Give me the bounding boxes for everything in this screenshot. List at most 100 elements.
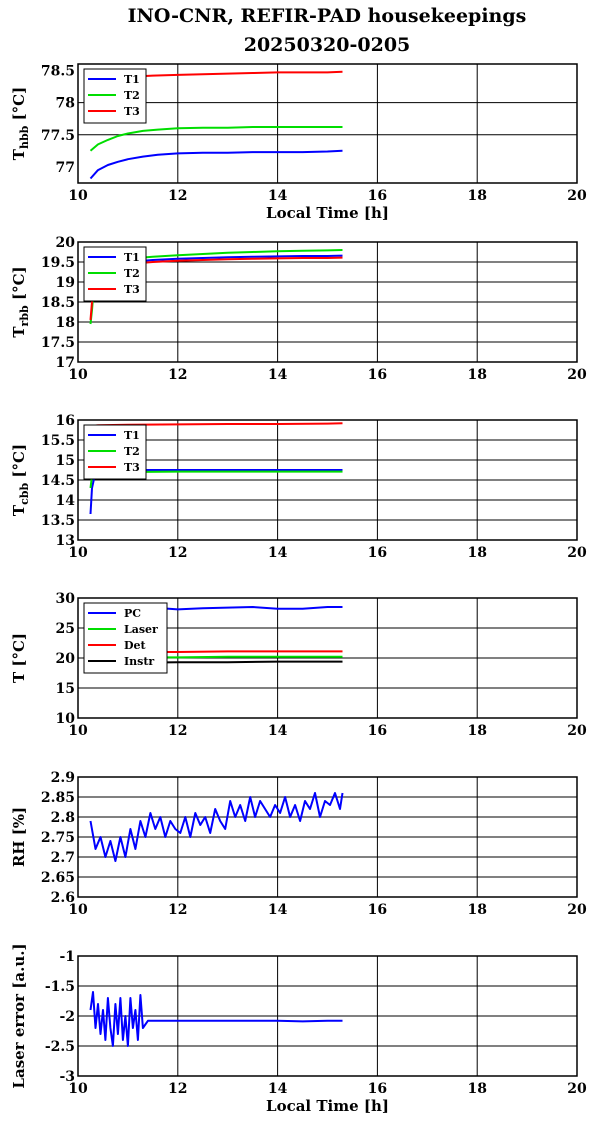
series-line-data <box>89 792 344 862</box>
y-tick-label: 15.5 <box>41 433 75 449</box>
legend-label: T3 <box>124 105 140 118</box>
y-axis-label: Thbb [°C] <box>10 87 31 160</box>
legend: T1 T2 T3 <box>83 424 147 480</box>
y-tick-label: -1.5 <box>45 979 75 995</box>
x-tick-label: 18 <box>467 723 486 739</box>
y-axis-label: T [°C] <box>10 633 28 683</box>
x-tick-label: 10 <box>68 545 88 561</box>
y-tick-label: 15 <box>56 681 75 697</box>
y-tick-label: 20 <box>56 651 76 667</box>
chart-panel-4: 10 12 14 16 18 20 10 15 20 25 30 T [°C] PC Laser Det In… <box>10 591 587 739</box>
x-tick-label: 10 <box>68 367 88 383</box>
chart-panel-5: 10 12 14 16 18 20 2.6 2.65 2.7 2.75 2.8 2.85 2.9 RH [… <box>10 770 587 918</box>
x-tick-label: 18 <box>467 902 486 918</box>
plot-frame <box>77 241 578 363</box>
chart-panel-3: 10 12 14 16 18 20 13 13.5 14 14.5 15 15.5 16 Tcbb [°C… <box>10 413 587 561</box>
x-tick-label: 20 <box>567 188 587 204</box>
y-tick-label: 2.9 <box>51 770 75 786</box>
x-tick-label: 10 <box>68 1081 88 1097</box>
y-tick-label: 16 <box>56 413 75 429</box>
x-tick-label: 18 <box>467 188 486 204</box>
legend-label: T2 <box>124 89 140 102</box>
y-tick-label: 13 <box>56 533 75 549</box>
legend-label: Laser <box>124 623 158 636</box>
legend: T1 T2 T3 <box>83 68 147 124</box>
x-tick-label: 20 <box>567 545 587 561</box>
x-tick-label: 16 <box>368 545 387 561</box>
y-tick-label: -1 <box>59 949 75 965</box>
y-tick-label: 78.5 <box>41 63 75 79</box>
x-tick-label: 12 <box>168 902 187 918</box>
plot-frame <box>77 776 578 898</box>
legend-label: T3 <box>124 283 140 296</box>
legend-label: T3 <box>124 461 140 474</box>
y-tick-label: 20 <box>56 235 76 251</box>
y-tick-label: 13.5 <box>41 513 75 529</box>
figure-title-line2: 20250320-0205 <box>244 34 411 56</box>
chart-panel-1: 10 12 14 16 18 20 77 77.5 78 78.5 Thbb [°C] Local T… <box>10 63 587 222</box>
plot-frame <box>77 955 578 1077</box>
x-tick-label: 12 <box>168 367 187 383</box>
x-tick-label: 12 <box>168 188 187 204</box>
x-axis-label: Local Time [h] <box>266 204 389 222</box>
series-line-t2 <box>89 126 343 152</box>
y-tick-label: 2.8 <box>51 810 75 826</box>
legend-label: PC <box>124 607 141 620</box>
x-tick-label: 20 <box>567 1081 587 1097</box>
y-tick-label: 18.5 <box>41 295 75 311</box>
y-tick-label: 19 <box>56 275 75 291</box>
x-tick-label: 16 <box>368 1081 387 1097</box>
x-tick-label: 14 <box>268 367 288 383</box>
x-tick-label: 18 <box>467 545 486 561</box>
x-tick-label: 12 <box>168 723 187 739</box>
y-axis-label: Tcbb [°C] <box>10 444 31 516</box>
plot-frame <box>77 597 578 719</box>
series-line-t1 <box>89 149 343 180</box>
x-tick-label: 20 <box>567 367 587 383</box>
y-tick-label: 77.5 <box>41 128 75 144</box>
legend: PC Laser Det Instr <box>83 602 168 674</box>
x-tick-label: 14 <box>268 1081 288 1097</box>
x-tick-label: 16 <box>368 188 387 204</box>
x-tick-label: 14 <box>268 188 288 204</box>
y-axis-label: RH [%] <box>10 807 28 867</box>
series-line-t1 <box>89 469 343 515</box>
y-tick-label: 2.7 <box>51 850 75 866</box>
x-tick-label: 12 <box>168 1081 187 1097</box>
y-tick-label: 30 <box>56 591 76 607</box>
x-tick-label: 10 <box>68 902 88 918</box>
y-tick-label: 2.65 <box>41 870 75 886</box>
x-tick-label: 20 <box>567 902 587 918</box>
x-tick-label: 14 <box>268 545 288 561</box>
y-tick-label: 2.6 <box>51 890 75 906</box>
x-tick-label: 20 <box>567 723 587 739</box>
y-tick-label: 17.5 <box>41 335 75 351</box>
y-axis-label: Laser error [a.u.] <box>10 943 28 1088</box>
x-tick-label: 18 <box>467 1081 486 1097</box>
y-tick-label: 19.5 <box>41 255 75 271</box>
y-tick-label: 2.75 <box>41 830 75 846</box>
y-tick-label: 10 <box>56 711 76 727</box>
legend: T1 T2 T3 <box>83 246 147 302</box>
y-tick-label: 2.85 <box>41 790 75 806</box>
legend-label: Det <box>124 639 147 652</box>
chart-panels: 10 12 14 16 18 20 77 77.5 78 78.5 Thbb [°C] Local T… <box>10 63 587 1115</box>
x-tick-label: 14 <box>268 902 288 918</box>
plot-frame <box>77 63 578 184</box>
x-tick-label: 18 <box>467 367 486 383</box>
y-tick-label: 14.5 <box>41 473 75 489</box>
legend-label: T1 <box>124 429 140 442</box>
y-tick-label: -2 <box>59 1009 75 1025</box>
x-tick-label: 16 <box>368 902 387 918</box>
y-tick-label: -2.5 <box>45 1039 75 1055</box>
legend-label: T1 <box>124 251 140 264</box>
legend-label: T1 <box>124 73 140 86</box>
y-tick-label: 17 <box>56 355 75 371</box>
y-tick-label: 77 <box>56 160 75 176</box>
y-tick-label: -3 <box>59 1069 75 1085</box>
x-tick-label: 14 <box>268 723 288 739</box>
x-tick-label: 16 <box>368 367 387 383</box>
plot-frame <box>77 419 578 541</box>
y-tick-label: 78 <box>56 96 75 112</box>
